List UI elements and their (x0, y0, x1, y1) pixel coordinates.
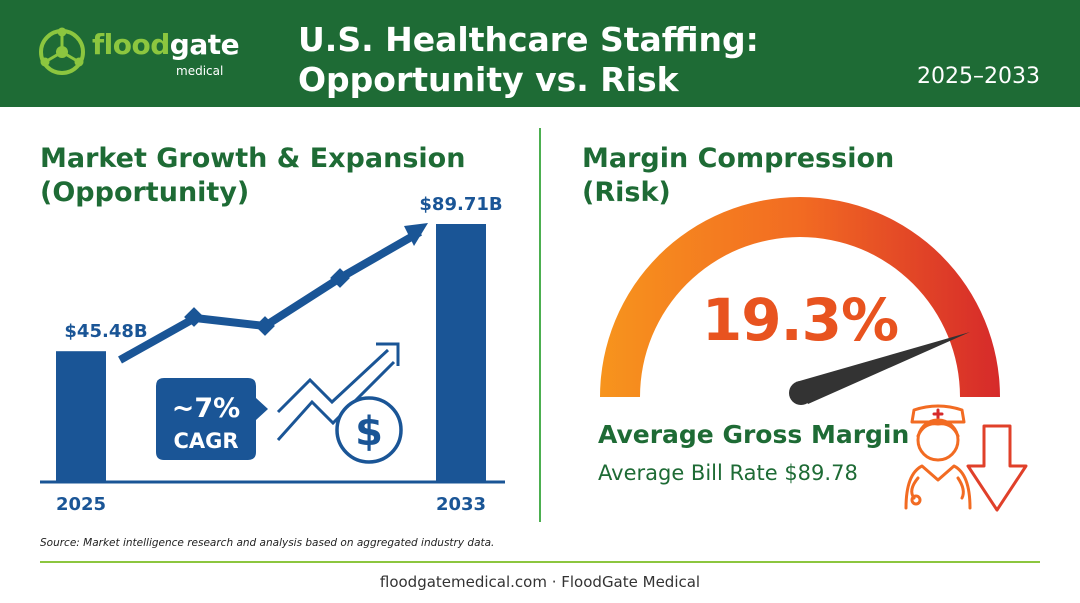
footer-divider (40, 561, 1040, 563)
dollar-coin-icon: $ (335, 396, 403, 464)
trend-arrowhead-icon (404, 223, 428, 246)
down-arrow-icon (966, 424, 1028, 512)
source-note: Source: Market intelligence research and… (40, 537, 495, 549)
risk-title-line1: Margin Compression (582, 143, 895, 174)
market-growth-chart: $45.48B 2025 $89.71B 2033 ~7% CAGR $ (40, 194, 505, 515)
cagr-label: CAGR (173, 429, 238, 453)
opportunity-title-line1: Market Growth & Expansion (40, 143, 466, 174)
gauge-value: 19.3% (701, 286, 899, 354)
brand-logo[interactable]: floodgate medical (36, 24, 240, 84)
bar-2025 (56, 351, 106, 482)
cagr-value: ~7% (172, 393, 240, 424)
section-divider (539, 128, 541, 522)
trend-arrow-icon (276, 342, 400, 442)
svg-text:$: $ (355, 409, 383, 455)
logo-wordmark: floodgate (92, 28, 240, 61)
trend-marker (255, 316, 275, 336)
risk-section-title: Margin Compression (Risk) (582, 142, 1042, 210)
x-tick-label: 2033 (436, 494, 486, 515)
page-title-line1: U.S. Healthcare Staffing: (298, 20, 759, 59)
bar-value-label: $89.71B (419, 194, 502, 215)
opportunity-section-title: Market Growth & Expansion (Opportunity) (40, 142, 500, 210)
metric-subtext: Average Bill Rate $89.78 (598, 461, 858, 485)
nurse-icon (904, 404, 972, 510)
trend-marker (184, 307, 204, 327)
risk-title-line2: (Risk) (582, 177, 671, 208)
trend-marker (330, 268, 350, 288)
logo-word-flood: flood (92, 28, 170, 61)
gauge-arc (600, 197, 1000, 397)
cagr-badge: ~7% CAGR (156, 378, 268, 460)
molecule-icon (39, 27, 85, 75)
opportunity-title-line2: (Opportunity) (40, 177, 250, 208)
year-range: 2025–2033 (917, 64, 1040, 89)
margin-gauge (600, 197, 1028, 512)
logo-word-gate: gate (169, 28, 240, 61)
bar-2033 (436, 224, 486, 482)
gauge-needle (789, 332, 970, 405)
footer-text[interactable]: floodgatemedical.com · FloodGate Medical (379, 573, 701, 591)
metric-label: Average Gross Margin (598, 420, 910, 449)
x-tick-label: 2025 (56, 494, 106, 515)
page-title: U.S. Healthcare Staffing: Opportunity vs… (298, 20, 858, 100)
logo-subtitle: medical (176, 64, 224, 78)
header-bar: floodgate medical U.S. Healthcare Staffi… (0, 0, 1080, 107)
page-title-line2: Opportunity vs. Risk (298, 60, 679, 99)
bar-value-label: $45.48B (64, 321, 147, 342)
